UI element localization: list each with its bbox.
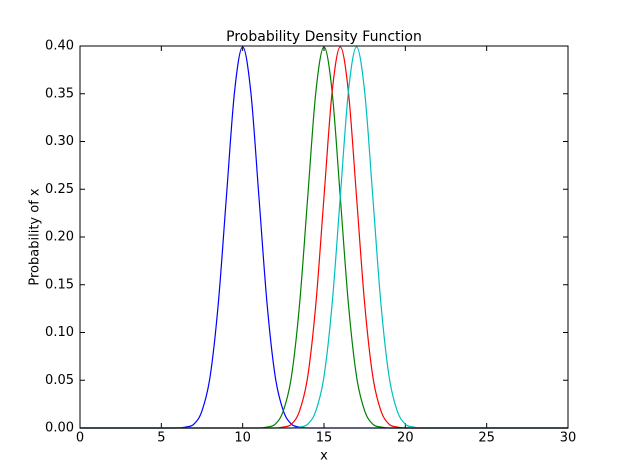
y-axis-label: Probability of x xyxy=(28,188,43,286)
y-tick-label: 0.10 xyxy=(45,325,74,340)
y-tick-label: 0.40 xyxy=(45,39,74,54)
x-tick-label: 0 xyxy=(76,431,84,446)
x-tick-label: 15 xyxy=(316,431,333,446)
x-tick-label: 20 xyxy=(397,431,414,446)
x-tick-label: 30 xyxy=(560,431,577,446)
y-tick-label: 0.05 xyxy=(45,373,74,388)
y-tick-label: 0.15 xyxy=(45,277,74,292)
plot-frame xyxy=(79,45,569,429)
x-axis-label: x xyxy=(320,449,328,464)
x-tick-label: 25 xyxy=(478,431,495,446)
y-tick-label: 0.35 xyxy=(45,86,74,101)
y-tick-label: 0.20 xyxy=(45,230,74,245)
x-tick-label: 5 xyxy=(157,431,165,446)
y-tick-label: 0.30 xyxy=(45,134,74,149)
chart-title: Probability Density Function xyxy=(226,29,422,45)
x-tick-label: 10 xyxy=(234,431,251,446)
y-tick-label: 0.25 xyxy=(45,182,74,197)
y-tick-label: 0.00 xyxy=(45,421,74,436)
